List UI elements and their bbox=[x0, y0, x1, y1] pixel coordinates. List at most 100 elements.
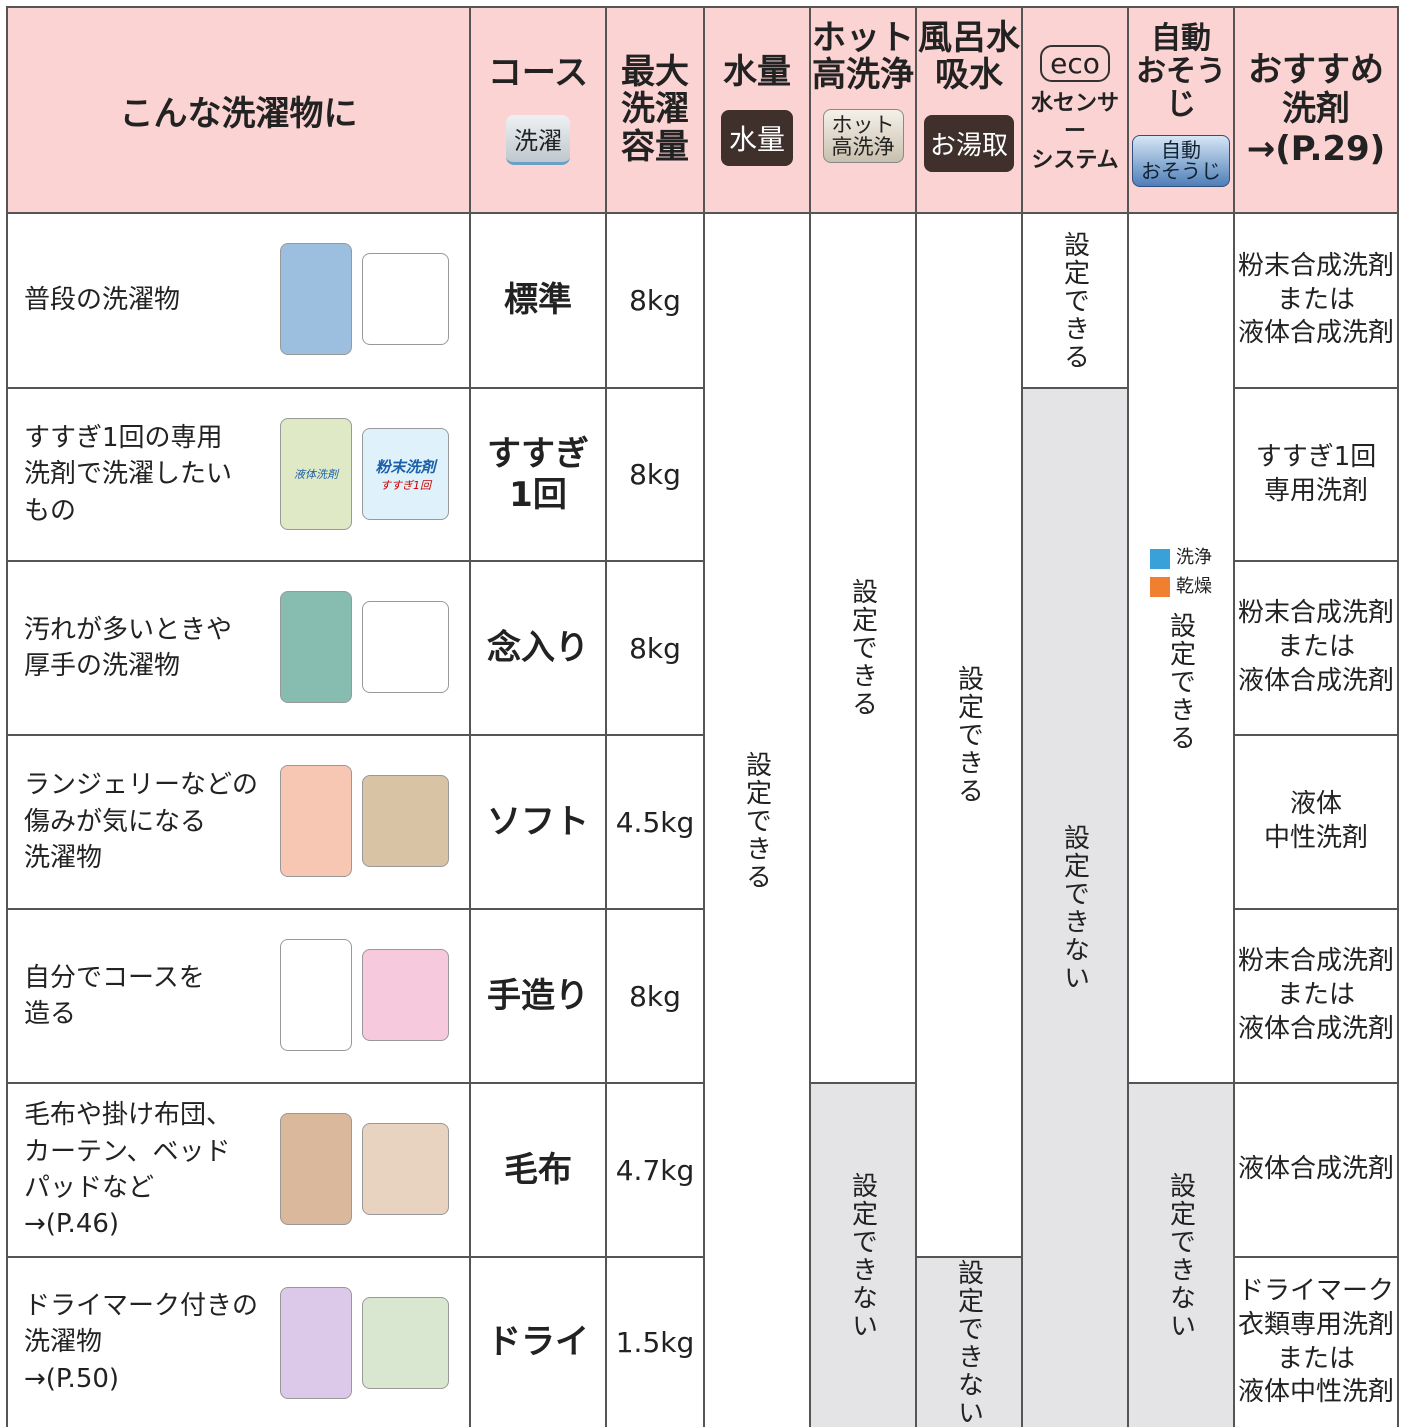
detergent-line: 液体 bbox=[1289, 789, 1342, 820]
illustration-item bbox=[280, 765, 352, 877]
capacity-cell: 4.5kg bbox=[607, 736, 705, 910]
capacity-cell: 8kg bbox=[607, 910, 705, 1084]
detergent-line: 液体合成洗剤 bbox=[1237, 318, 1394, 349]
illustration bbox=[279, 1109, 449, 1229]
legend-row: 乾燥 bbox=[1150, 573, 1212, 602]
course-cell: ドライ bbox=[471, 1258, 607, 1427]
course-cell: 毛布 bbox=[471, 1084, 607, 1258]
button-text: 高洗浄 bbox=[831, 134, 895, 159]
description-line: カーテン、ベッド bbox=[24, 1136, 231, 1167]
illustration-item bbox=[280, 1287, 352, 1399]
detergent-line: または bbox=[1276, 284, 1355, 315]
capacity-cell: 1.5kg bbox=[607, 1258, 705, 1427]
header-label: →(P.29) bbox=[1246, 128, 1386, 169]
button-text: おそうじ bbox=[1141, 159, 1221, 183]
course-name: 手造り bbox=[487, 975, 589, 1016]
header-label: 最大 bbox=[621, 51, 689, 92]
legend-text: 洗浄 bbox=[1176, 547, 1212, 569]
header-cell: 最大 洗濯 容量 bbox=[607, 8, 705, 214]
illustration bbox=[279, 935, 449, 1055]
header-label: 水センサー bbox=[1030, 90, 1119, 145]
setting-text: 設定できない bbox=[1165, 1171, 1196, 1340]
description-line: ドライマーク付きの bbox=[24, 1290, 259, 1321]
illustration-item bbox=[280, 591, 352, 703]
legend-text: 乾燥 bbox=[1176, 576, 1212, 597]
description-cell: すすぎ1回の専用 洗剤で洗濯したい もの 液体洗剤 粉末洗剤 すすぎ1回 bbox=[8, 389, 471, 562]
description-cell: 普段の洗濯物 bbox=[8, 214, 471, 389]
capacity: 4.5kg bbox=[615, 805, 695, 839]
header-label: おそうじ bbox=[1136, 54, 1226, 122]
illustration-item bbox=[280, 939, 352, 1051]
bath-cell: 設定できる bbox=[917, 214, 1023, 1258]
header-cell: おすすめ 洗剤 →(P.29) bbox=[1235, 8, 1399, 214]
setting-text: 設定できる bbox=[953, 665, 984, 805]
illustration-item: 粉末洗剤 すすぎ1回 bbox=[362, 428, 449, 520]
description-line: →(P.46) bbox=[24, 1209, 120, 1240]
detergent-line: 中性洗剤 bbox=[1263, 823, 1368, 853]
eco-cell: 設定できる bbox=[1023, 214, 1129, 389]
illustration-item bbox=[280, 1113, 352, 1225]
detergent-line: 液体合成洗剤 bbox=[1237, 665, 1394, 696]
header-label: コース bbox=[487, 53, 589, 94]
legend-row: 洗浄 bbox=[1150, 544, 1212, 573]
description-line: ランジェリーなどの bbox=[24, 770, 259, 801]
header-cell: eco 水センサー システム bbox=[1023, 8, 1129, 214]
capacity: 4.7kg bbox=[615, 1153, 695, 1187]
illustration-item bbox=[280, 243, 352, 355]
detergent-line: または bbox=[1276, 1343, 1355, 1374]
illustration: 液体洗剤 粉末洗剤 すすぎ1回 bbox=[279, 414, 449, 534]
description-line: 毛布や掛け布団、 bbox=[24, 1100, 233, 1131]
description-line: 厚手の洗濯物 bbox=[24, 651, 181, 681]
description-cell: 毛布や掛け布団、 カーテン、ベッド パッドなど →(P.46) bbox=[8, 1084, 471, 1258]
course-name: 1回 bbox=[509, 474, 567, 515]
course-cell: 手造り bbox=[471, 910, 607, 1084]
course-name: 念入り bbox=[487, 627, 589, 668]
detergent-line: 粉末合成洗剤 bbox=[1237, 946, 1394, 977]
illustration bbox=[279, 761, 449, 881]
course-name: ソフト bbox=[487, 801, 589, 842]
hot-button: ホット 高洗浄 bbox=[822, 108, 904, 163]
description-cell: 自分でコースを 造る bbox=[8, 910, 471, 1084]
setting-text: 設定できない bbox=[953, 1258, 984, 1427]
detergent-cell: 液体 中性洗剤 bbox=[1235, 736, 1399, 910]
button-text: ホット bbox=[831, 112, 895, 137]
capacity: 8kg bbox=[629, 284, 681, 317]
capacity: 1.5kg bbox=[615, 1326, 695, 1359]
description-line: すすぎ1回の専用 bbox=[24, 422, 223, 453]
hot-cell: 設定できる bbox=[811, 214, 917, 1084]
setting-text: 設定できない bbox=[847, 1171, 878, 1340]
box-label: 粉末洗剤 bbox=[375, 457, 436, 476]
description-cell: ランジェリーなどの 傷みが気になる 洗濯物 bbox=[8, 736, 471, 910]
course-cell: 標準 bbox=[471, 214, 607, 389]
detergent-cell: 粉末合成洗剤 または 液体合成洗剤 bbox=[1235, 214, 1399, 389]
setting-text: 設定できる bbox=[847, 578, 878, 718]
header-label: 容量 bbox=[621, 126, 689, 167]
illustration-item bbox=[362, 1297, 449, 1389]
illustration-item bbox=[362, 253, 449, 345]
detergent-cell: すすぎ1回 専用洗剤 bbox=[1235, 389, 1399, 562]
illustration-item bbox=[362, 775, 449, 867]
header-cell: こんな洗濯物に bbox=[8, 8, 471, 214]
capacity: 8kg bbox=[629, 458, 681, 491]
detergent-cell: ドライマーク 衣類専用洗剤 または 液体中性洗剤 bbox=[1235, 1258, 1399, 1427]
setting-text: 設定できない bbox=[1059, 824, 1090, 992]
auto-button: 自動 おそうじ bbox=[1132, 135, 1230, 187]
capacity-cell: 4.7kg bbox=[607, 1084, 705, 1258]
course-name: 標準 bbox=[504, 280, 572, 321]
detergent-line: 専用洗剤 bbox=[1263, 475, 1368, 506]
header-label: 高洗浄 bbox=[812, 55, 914, 96]
detergent-line: 液体中性洗剤 bbox=[1237, 1377, 1394, 1408]
water-cell: 設定できる bbox=[705, 214, 811, 1427]
header-label: ホット bbox=[812, 18, 914, 58]
detergent-line: 粉末合成洗剤 bbox=[1237, 598, 1394, 629]
course-cell: 念入り bbox=[471, 562, 607, 736]
capacity-cell: 8kg bbox=[607, 389, 705, 562]
detergent-line: ドライマーク bbox=[1237, 1275, 1394, 1306]
bottle-label: 液体洗剤 bbox=[294, 468, 338, 481]
description-line: 自分でコースを bbox=[24, 962, 205, 993]
detergent-line: または bbox=[1276, 632, 1355, 663]
description-line: 洗濯物 bbox=[24, 1327, 103, 1358]
bath-button: お湯取 bbox=[923, 114, 1014, 172]
detergent-cell: 粉末合成洗剤 または 液体合成洗剤 bbox=[1235, 910, 1399, 1084]
legend-icon bbox=[1150, 577, 1170, 598]
